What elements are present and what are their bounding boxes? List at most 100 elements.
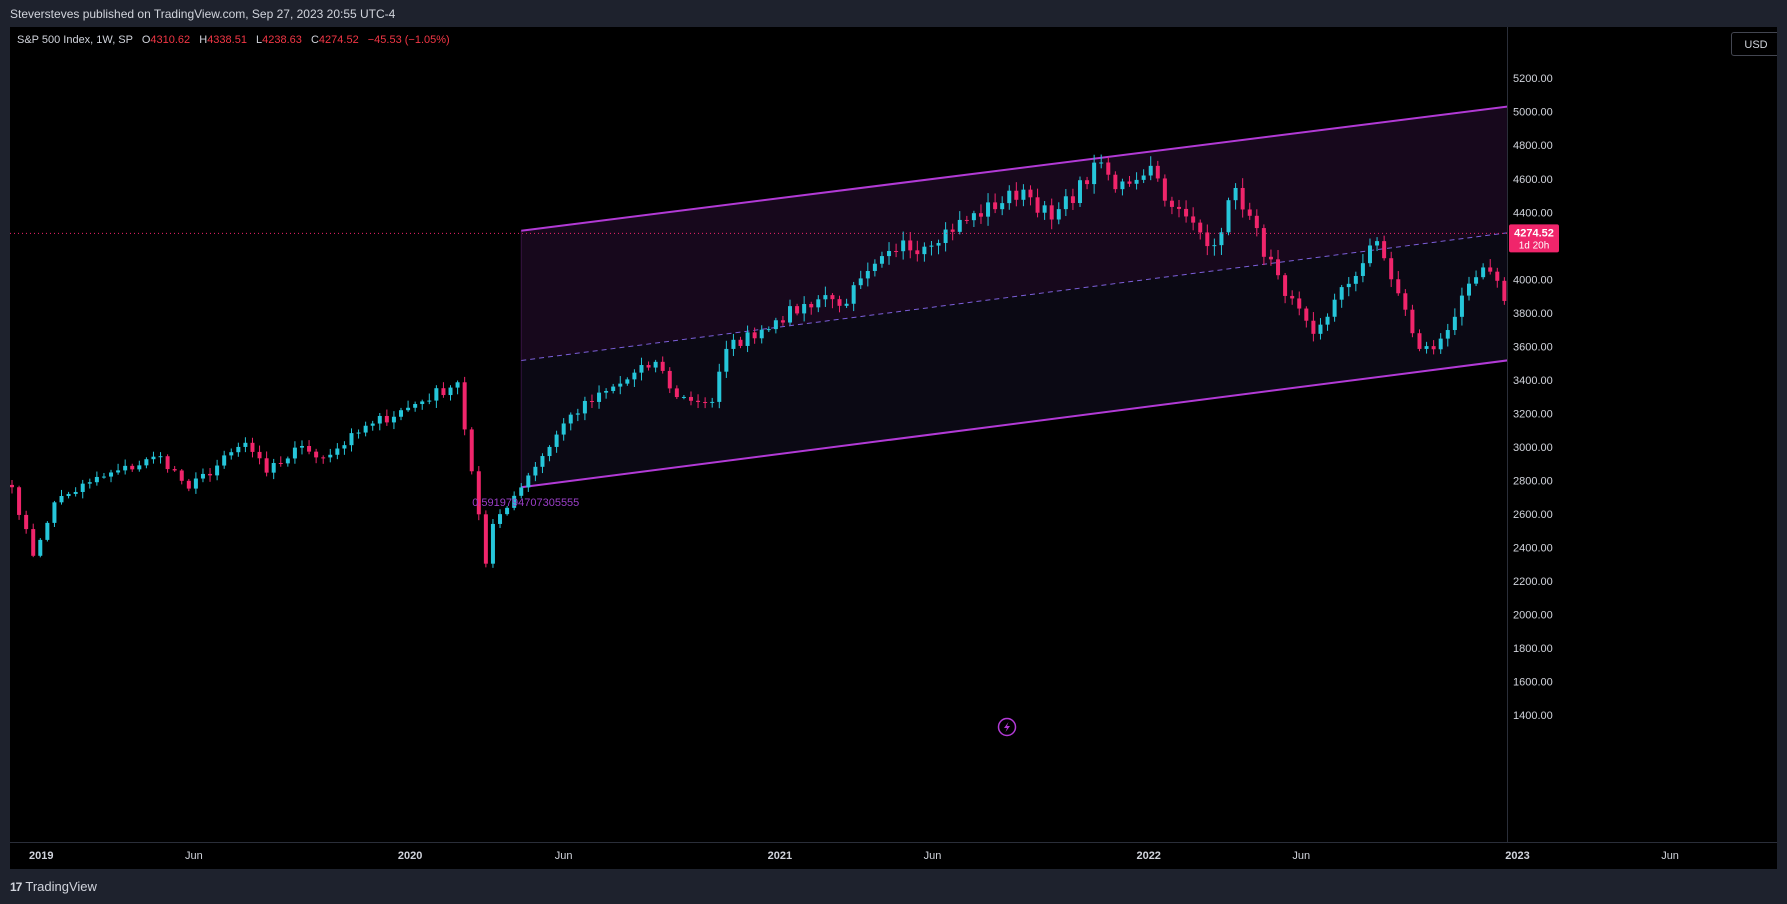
candle[interactable] bbox=[957, 211, 962, 235]
candle[interactable] bbox=[1240, 178, 1245, 218]
candle[interactable] bbox=[929, 240, 934, 256]
candle[interactable] bbox=[116, 463, 121, 475]
candle[interactable] bbox=[1290, 290, 1295, 305]
candle[interactable] bbox=[894, 243, 899, 258]
currency-button[interactable]: USD bbox=[1731, 32, 1777, 56]
candle[interactable] bbox=[533, 462, 538, 482]
candle[interactable] bbox=[823, 286, 828, 307]
candle[interactable] bbox=[618, 376, 623, 395]
candle[interactable] bbox=[901, 231, 906, 260]
candle[interactable] bbox=[498, 509, 503, 529]
candle[interactable] bbox=[964, 215, 969, 224]
candle[interactable] bbox=[1466, 276, 1471, 301]
candle[interactable] bbox=[611, 383, 616, 394]
candle[interactable] bbox=[399, 407, 404, 421]
candle[interactable] bbox=[1438, 333, 1443, 354]
candle[interactable] bbox=[1389, 251, 1394, 288]
candle[interactable] bbox=[52, 500, 57, 528]
candle[interactable] bbox=[130, 463, 135, 472]
candle[interactable] bbox=[554, 430, 559, 453]
candle[interactable] bbox=[505, 506, 510, 516]
candle[interactable] bbox=[1304, 306, 1309, 328]
candle[interactable] bbox=[561, 418, 566, 441]
candle[interactable] bbox=[1099, 154, 1104, 169]
candle[interactable] bbox=[1063, 189, 1068, 217]
event-lightning-icon[interactable] bbox=[997, 717, 1017, 737]
candle[interactable] bbox=[547, 445, 552, 462]
candle[interactable] bbox=[1000, 196, 1005, 216]
candle[interactable] bbox=[1424, 341, 1429, 354]
candle[interactable] bbox=[731, 333, 736, 357]
candle[interactable] bbox=[872, 259, 877, 277]
candle[interactable] bbox=[321, 455, 326, 464]
candle[interactable] bbox=[1070, 188, 1075, 210]
candle[interactable] bbox=[773, 317, 778, 334]
channel-upper-line[interactable] bbox=[521, 27, 1777, 232]
candle[interactable] bbox=[1367, 238, 1372, 267]
candle[interactable] bbox=[971, 210, 976, 227]
candle[interactable] bbox=[1431, 340, 1436, 355]
candle[interactable] bbox=[717, 363, 722, 409]
candle[interactable] bbox=[795, 303, 800, 316]
candle[interactable] bbox=[285, 456, 290, 467]
candle[interactable] bbox=[915, 240, 920, 262]
candle[interactable] bbox=[1375, 237, 1380, 252]
candle[interactable] bbox=[1297, 291, 1302, 316]
candle[interactable] bbox=[597, 385, 602, 409]
candle[interactable] bbox=[101, 472, 106, 479]
candle[interactable] bbox=[809, 301, 814, 315]
candle[interactable] bbox=[908, 231, 913, 259]
candle[interactable] bbox=[724, 340, 729, 378]
candle[interactable] bbox=[10, 480, 14, 494]
candle[interactable] bbox=[802, 296, 807, 322]
candle[interactable] bbox=[844, 298, 849, 309]
candle[interactable] bbox=[1035, 188, 1040, 218]
candle[interactable] bbox=[1184, 200, 1189, 223]
candle[interactable] bbox=[342, 441, 347, 455]
candle[interactable] bbox=[215, 459, 220, 481]
candle[interactable] bbox=[1318, 318, 1323, 340]
candle[interactable] bbox=[943, 222, 948, 252]
candle[interactable] bbox=[887, 242, 892, 265]
channel-lower-line[interactable] bbox=[521, 214, 1777, 489]
candle[interactable] bbox=[1162, 174, 1167, 207]
candle[interactable] bbox=[568, 412, 573, 431]
candle[interactable] bbox=[1212, 238, 1217, 256]
candle[interactable] bbox=[38, 538, 43, 558]
candle[interactable] bbox=[1403, 289, 1408, 316]
candle[interactable] bbox=[1219, 227, 1224, 255]
candle[interactable] bbox=[1085, 176, 1090, 190]
candle[interactable] bbox=[540, 453, 545, 474]
candle[interactable] bbox=[1396, 271, 1401, 296]
candle[interactable] bbox=[434, 385, 439, 408]
candle[interactable] bbox=[1077, 176, 1082, 207]
candle[interactable] bbox=[830, 293, 835, 309]
candle[interactable] bbox=[745, 325, 750, 353]
candle[interactable] bbox=[1382, 235, 1387, 261]
candle[interactable] bbox=[59, 489, 64, 505]
candle[interactable] bbox=[703, 397, 708, 409]
candle[interactable] bbox=[1417, 329, 1422, 352]
candle[interactable] bbox=[1332, 293, 1337, 322]
candle[interactable] bbox=[307, 440, 312, 455]
candle[interactable] bbox=[1360, 254, 1365, 283]
candle[interactable] bbox=[363, 421, 368, 437]
candle[interactable] bbox=[1502, 277, 1507, 305]
candle[interactable] bbox=[476, 466, 481, 521]
candle[interactable] bbox=[1106, 157, 1111, 181]
candle[interactable] bbox=[1226, 197, 1231, 236]
candle[interactable] bbox=[441, 382, 446, 398]
candle[interactable] bbox=[1198, 219, 1203, 240]
candle[interactable] bbox=[1205, 224, 1210, 256]
tradingview-logo[interactable]: 17 TradingView bbox=[10, 879, 97, 894]
candle[interactable] bbox=[109, 469, 114, 483]
candle[interactable] bbox=[1028, 185, 1033, 206]
candle[interactable] bbox=[1120, 178, 1125, 196]
candle[interactable] bbox=[646, 361, 651, 371]
candle[interactable] bbox=[1445, 323, 1450, 347]
candle[interactable] bbox=[1261, 224, 1266, 266]
candle[interactable] bbox=[158, 452, 163, 464]
candle[interactable] bbox=[879, 251, 884, 268]
candle[interactable] bbox=[384, 409, 389, 426]
candle[interactable] bbox=[271, 458, 276, 480]
